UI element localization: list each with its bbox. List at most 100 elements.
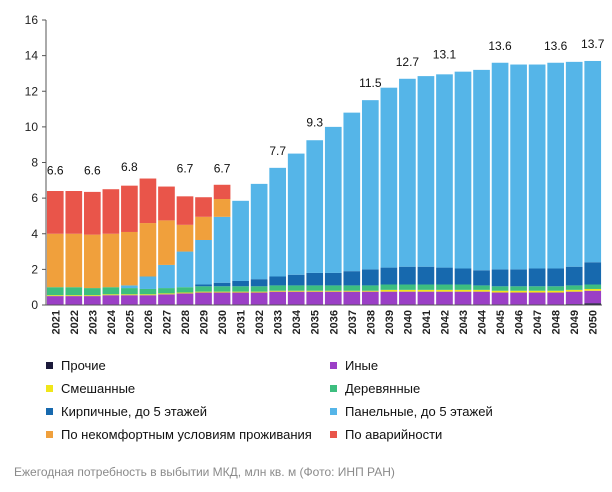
- bar-segment: [324, 285, 342, 291]
- bar-segment: [343, 112, 361, 272]
- bar-segment: [287, 153, 305, 275]
- x-tick-label: 2035: [310, 310, 322, 334]
- bar-segment: [46, 191, 64, 234]
- x-tick-label: 2041: [421, 310, 433, 334]
- x-tick-label: 2044: [477, 309, 489, 334]
- bar-segment: [343, 291, 361, 305]
- bar-segment: [176, 196, 194, 225]
- x-tick-label: 2021: [50, 310, 62, 334]
- bar-segment: [121, 285, 138, 289]
- x-tick-label: 2026: [143, 310, 155, 334]
- bar-segment: [528, 292, 546, 305]
- bar-segment: [232, 292, 249, 305]
- bar-segment: [547, 268, 565, 287]
- bar-segment: [65, 296, 83, 305]
- bar-segment: [399, 266, 416, 285]
- bar-segment: [46, 287, 64, 296]
- bar-segment: [213, 184, 231, 200]
- data-label: 9.3: [306, 115, 323, 129]
- legend-entry-label: По аварийности: [345, 427, 442, 442]
- bar-segment: [83, 234, 101, 289]
- bar-segment: [380, 289, 398, 292]
- data-label: 12.7: [396, 55, 420, 69]
- bar-segment: [121, 185, 138, 232]
- plot-area: 0 2 4 6 8 10 12 14 16 2021 2022 2023 2024 2025 2026 202…: [25, 13, 605, 334]
- bar-segment: [436, 284, 453, 290]
- y-tick-label: 4: [31, 227, 38, 241]
- bar-segment: [46, 233, 64, 288]
- bar-segment: [102, 295, 120, 305]
- bar-segment: [380, 291, 398, 305]
- chart: 0 2 4 6 8 10 12 14 16 2021 2022 2023 2024 2025 2026 202…: [25, 13, 605, 442]
- bar-segment: [250, 286, 268, 292]
- bar-segment: [83, 296, 101, 305]
- x-tick-label: 2031: [236, 310, 248, 334]
- bar-segment: [417, 76, 435, 267]
- bar-segment: [528, 64, 546, 269]
- bar-segment: [232, 280, 249, 287]
- bar-segment: [232, 291, 249, 293]
- legend-entry-label: Прочие: [61, 358, 106, 373]
- x-tick-label: 2036: [328, 310, 340, 334]
- bar-segment: [306, 285, 324, 291]
- bar-segment: [584, 284, 602, 289]
- bar-segment: [195, 292, 212, 305]
- bar-segment: [195, 286, 212, 292]
- bar-segment: [361, 291, 379, 305]
- x-tick-label: 2024: [106, 309, 118, 334]
- bar-segment: [213, 199, 231, 217]
- bar-segment: [510, 286, 527, 291]
- bar-segment: [158, 293, 175, 295]
- bar-segment: [195, 291, 212, 293]
- y-tick-label: 6: [31, 191, 38, 205]
- bar-segment: [269, 285, 287, 291]
- bar-segment: [361, 269, 379, 286]
- bar-segment: [102, 294, 120, 296]
- bar-segment: [250, 291, 268, 293]
- bar-segment: [65, 191, 83, 234]
- bar-segment: [139, 295, 157, 305]
- bar-segment: [454, 291, 472, 305]
- x-tick-label: 2033: [273, 310, 285, 334]
- bar-segment: [139, 294, 157, 296]
- x-tick-label: 2028: [180, 310, 192, 334]
- bar-segment: [565, 285, 583, 290]
- bar-segment: [584, 60, 602, 263]
- legend-entry-label: По некомфортным условиям проживания: [61, 427, 312, 442]
- bar-segment: [343, 290, 361, 292]
- bar-segment: [287, 274, 305, 286]
- legend-entry-label: Кирпичные, до 5 этажей: [61, 404, 207, 419]
- bar-segment: [510, 290, 527, 293]
- bar-segment: [121, 288, 138, 295]
- bar-segment: [473, 285, 490, 290]
- bar-segment: [139, 178, 157, 224]
- x-tick-label: 2039: [384, 310, 396, 334]
- bar-segment: [565, 291, 583, 305]
- legend-swatch: [46, 408, 53, 415]
- bar-segment: [158, 288, 175, 294]
- data-label: 13.1: [433, 48, 457, 62]
- bar-segment: [324, 290, 342, 292]
- bar-segment: [195, 239, 212, 285]
- bar-segment: [306, 291, 324, 305]
- data-label: 6.7: [177, 162, 194, 176]
- data-label: 6.6: [47, 163, 64, 177]
- bar-segment: [176, 293, 194, 305]
- x-tick-label: 2029: [199, 310, 211, 334]
- bar-segment: [473, 289, 490, 292]
- bar-segment: [213, 291, 231, 293]
- bar-segment: [250, 279, 268, 287]
- legend-entry-label: Смешанные: [61, 381, 135, 396]
- bar-segment: [547, 62, 565, 269]
- bar-segment: [454, 284, 472, 290]
- x-tick-label: 2037: [347, 310, 359, 334]
- bar-segment: [287, 290, 305, 292]
- bar-segment: [361, 100, 379, 270]
- bar-segment: [491, 292, 509, 305]
- y-tick-label: 2: [31, 262, 38, 276]
- bar-segment: [176, 251, 194, 288]
- bar-segment: [287, 285, 305, 291]
- x-tick-label: 2045: [495, 310, 507, 334]
- x-tick-label: 2047: [532, 310, 544, 334]
- x-tick-label: 2027: [161, 310, 173, 334]
